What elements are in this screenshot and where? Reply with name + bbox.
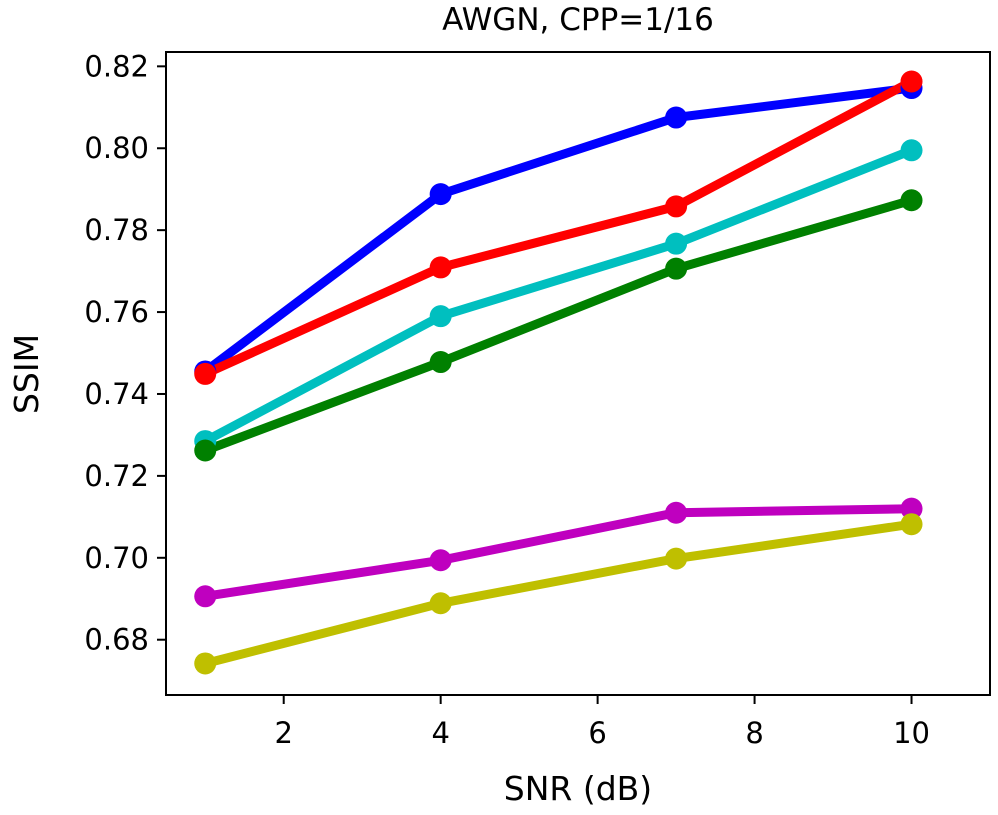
data-point-s2-3 — [665, 195, 688, 218]
series-line-6 — [200, 519, 916, 668]
y-tick-label: 0.68 — [84, 623, 149, 657]
plot-frame — [165, 51, 991, 696]
y-tick-label: 0.72 — [84, 459, 149, 493]
series-line-5 — [200, 504, 916, 601]
data-point-s5-2 — [429, 549, 452, 572]
x-tick-label: 2 — [274, 716, 292, 750]
series-line-4 — [200, 195, 916, 455]
y-axis-label: SSIM — [7, 334, 46, 414]
data-point-s5-3 — [665, 501, 688, 524]
x-tick-label: 8 — [745, 716, 763, 750]
y-axis: 0.68 0.70 0.72 0.74 0.76 0.78 0.80 0.82 — [84, 49, 166, 657]
data-point-s1-2 — [429, 183, 452, 206]
data-point-s2-1 — [194, 362, 217, 385]
data-point-s3-4 — [900, 139, 923, 162]
x-tick-label: 6 — [588, 716, 606, 750]
series-line-2 — [200, 77, 916, 379]
x-tick-label: 4 — [431, 716, 449, 750]
data-point-s5-4 — [900, 497, 923, 520]
x-axis-label: SNR (dB) — [504, 769, 652, 808]
y-tick-label: 0.76 — [84, 295, 149, 329]
data-point-s4-2 — [429, 351, 452, 374]
data-point-s3-3 — [665, 232, 688, 255]
y-tick-label: 0.74 — [84, 377, 149, 411]
data-point-s4-3 — [665, 257, 688, 280]
data-point-s6-4 — [900, 513, 923, 536]
series-line-1 — [200, 83, 916, 376]
data-point-s1-3 — [665, 106, 688, 129]
data-point-s2-2 — [429, 256, 452, 279]
data-point-s4-4 — [900, 189, 923, 212]
y-tick-label: 0.78 — [84, 213, 149, 247]
marker-layer — [194, 70, 923, 675]
data-point-s5-1 — [194, 585, 217, 608]
y-tick-label: 0.70 — [84, 541, 149, 575]
data-point-s6-2 — [429, 592, 452, 615]
x-axis: 2 4 6 8 10 — [274, 695, 930, 750]
data-point-s6-3 — [665, 547, 688, 570]
data-point-s4-1 — [194, 439, 217, 462]
chart-title: AWGN, CPP=1/16 — [442, 2, 714, 38]
x-tick-label: 10 — [893, 716, 930, 750]
y-tick-label: 0.80 — [84, 131, 149, 165]
y-tick-label: 0.82 — [84, 49, 149, 83]
data-point-s3-2 — [429, 305, 452, 328]
data-point-s6-1 — [194, 652, 217, 675]
series-line-3 — [200, 145, 916, 446]
data-point-s2-4 — [900, 70, 923, 93]
series-layer — [200, 77, 916, 668]
